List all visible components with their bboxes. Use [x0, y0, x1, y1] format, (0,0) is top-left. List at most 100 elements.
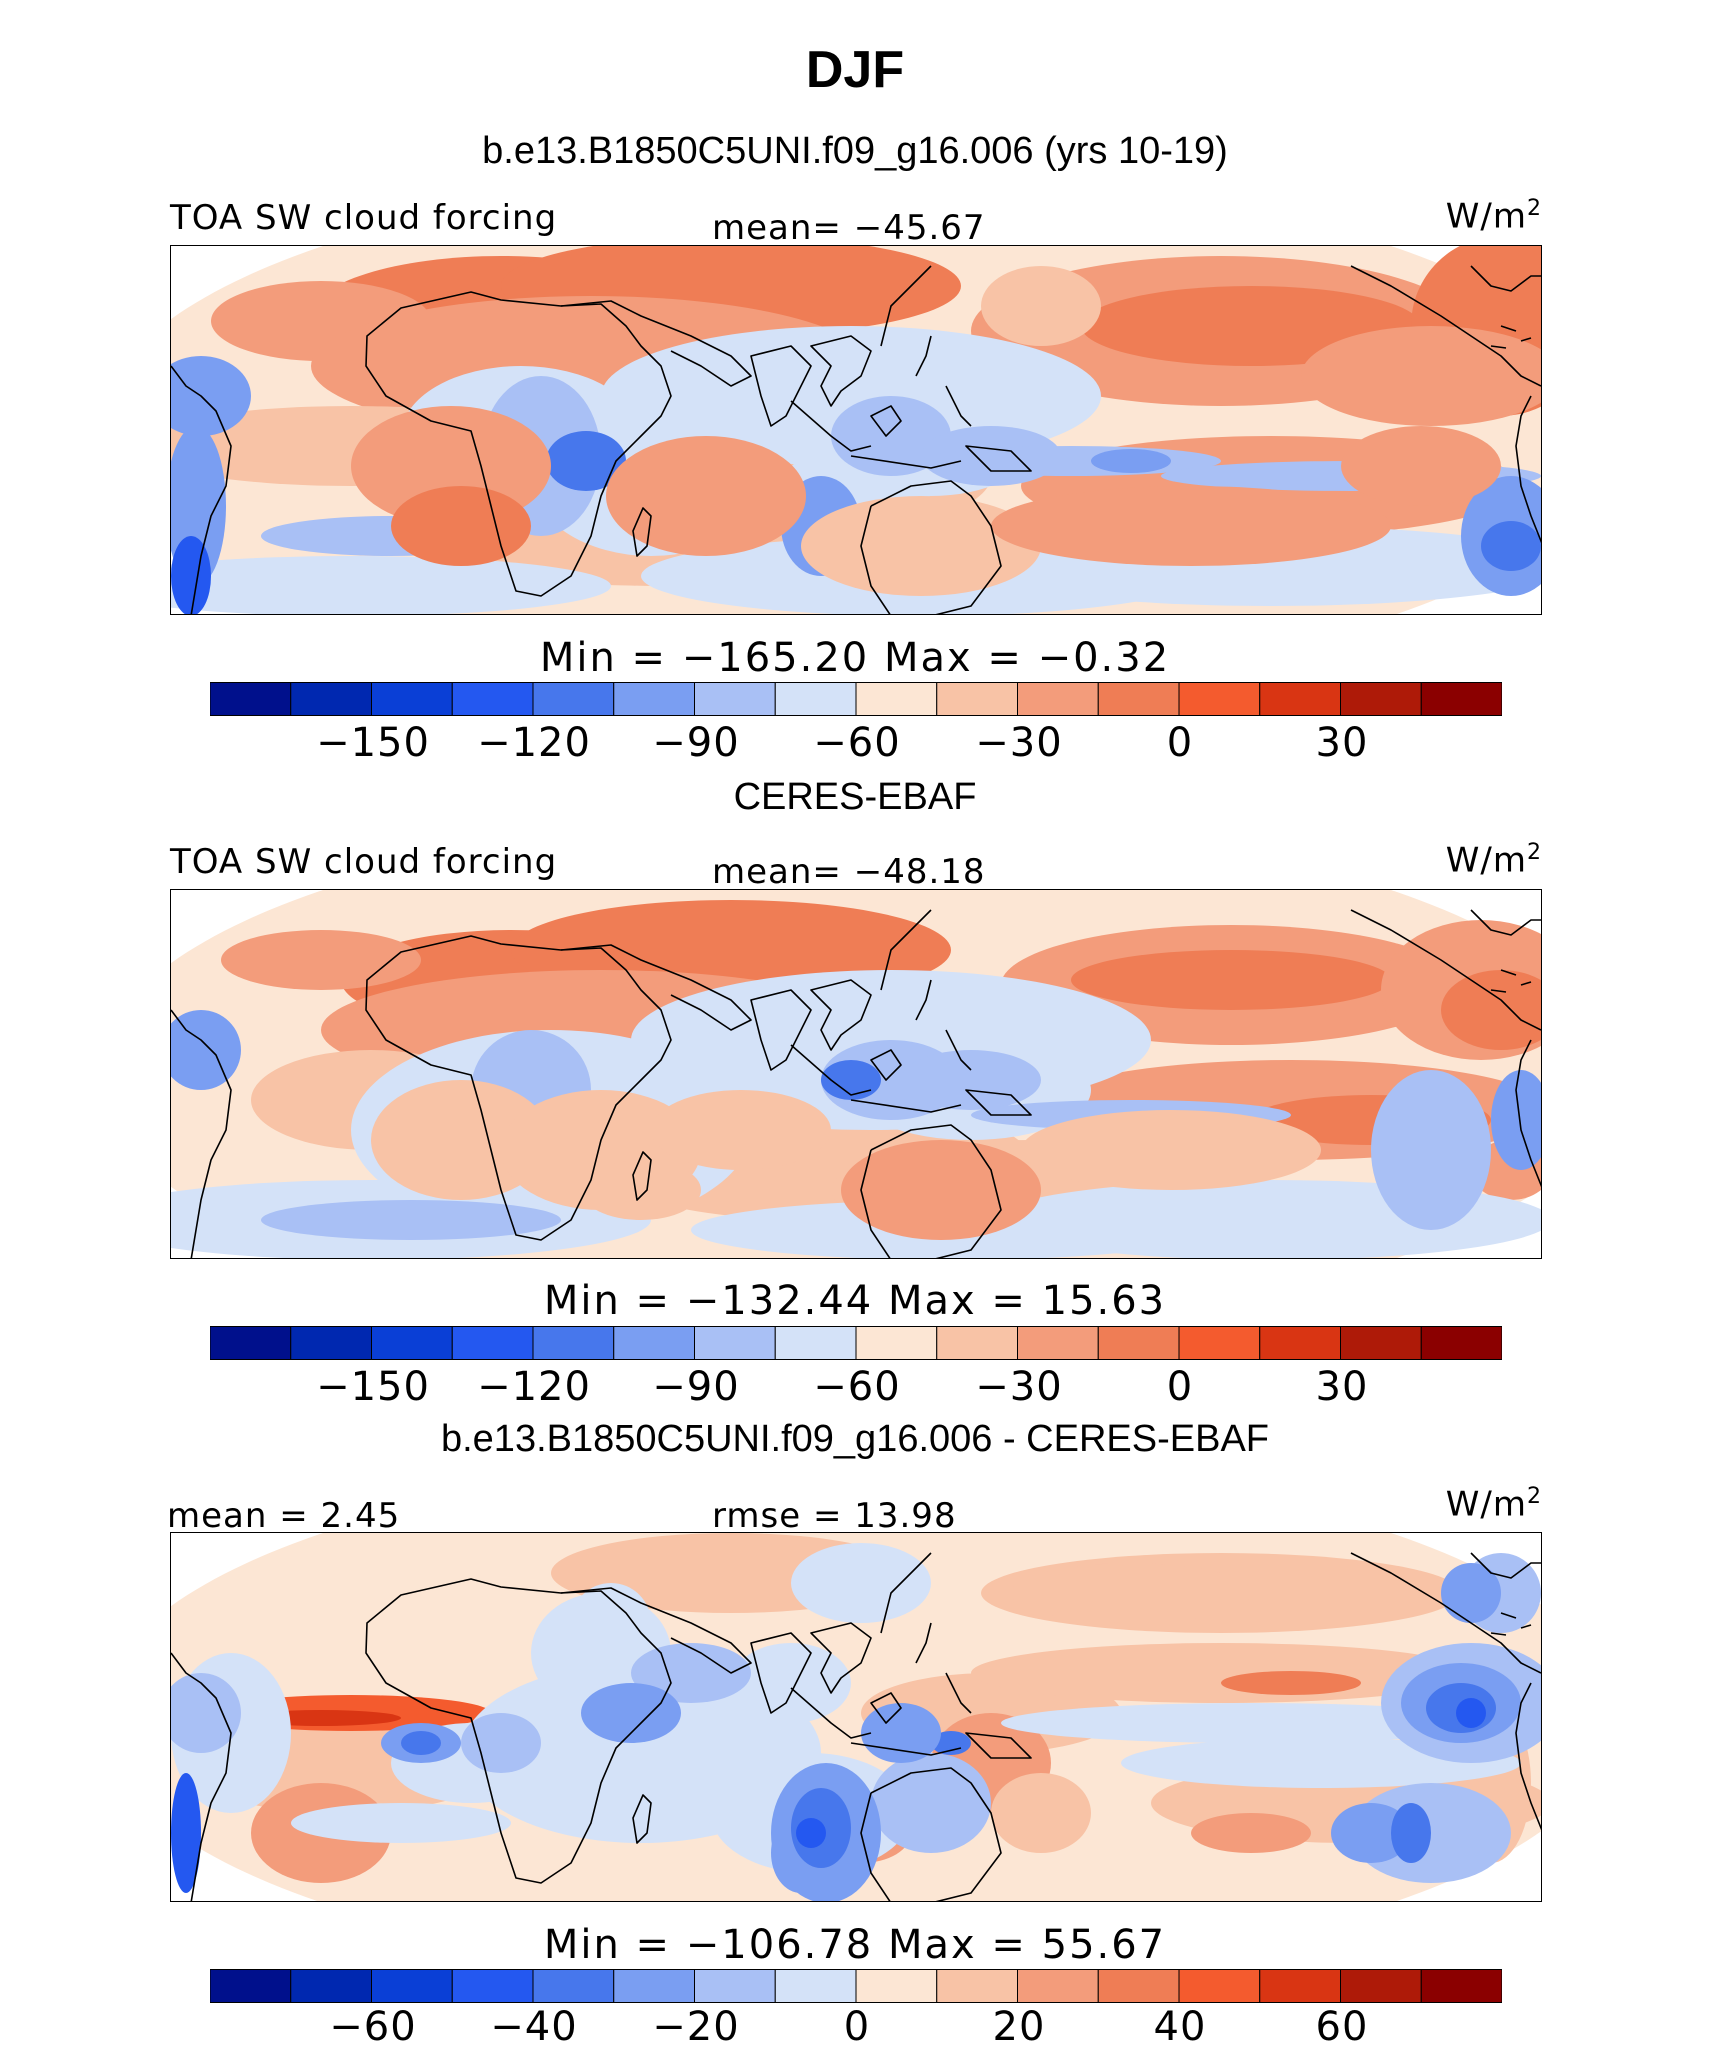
coastline — [560, 300, 752, 387]
colorbar-swatch — [613, 682, 695, 716]
coastline — [870, 1692, 902, 1724]
panel-1-map — [170, 245, 1542, 615]
panel-2-unit-label: W/m2 — [1445, 840, 1542, 881]
field-region — [1021, 1110, 1321, 1190]
coastline — [870, 405, 902, 437]
coastline — [790, 1044, 872, 1096]
panel-2-tick: −150 — [316, 1364, 430, 1410]
coastline — [1470, 909, 1541, 936]
field-region — [1481, 521, 1541, 571]
panel-3-tick: −20 — [652, 2004, 740, 2050]
coastline — [560, 944, 752, 1031]
panel-3-field — [171, 1533, 1541, 1901]
colorbar-swatch — [936, 682, 1018, 716]
panel-1-tick: −90 — [652, 720, 740, 766]
field-region — [171, 1773, 201, 1893]
coastline — [850, 1099, 962, 1113]
panel-3-coastlines — [171, 1552, 1541, 1901]
field-region — [651, 1090, 831, 1170]
coastline — [1490, 989, 1507, 993]
colorbar-swatch — [290, 1326, 372, 1360]
field-region — [391, 486, 531, 566]
panel-1-tick: −150 — [316, 720, 430, 766]
colorbar-swatch — [371, 682, 453, 716]
colorbar-swatch — [1097, 682, 1180, 716]
field-region — [1301, 326, 1541, 426]
field-region — [991, 1773, 1091, 1853]
field-region — [1071, 950, 1391, 1010]
colorbar-swatch — [532, 682, 615, 716]
panel-2-field — [171, 890, 1541, 1258]
colorbar-swatch — [1178, 1326, 1261, 1360]
field-region — [461, 1713, 541, 1773]
coastline — [870, 1049, 902, 1081]
panel-1-tick: 0 — [1166, 720, 1194, 766]
field-region — [171, 356, 251, 436]
colorbar-swatch — [774, 1969, 857, 2003]
field-region — [606, 436, 806, 556]
coastline — [850, 455, 962, 469]
colorbar-swatch — [1340, 1326, 1422, 1360]
coastline — [965, 1732, 1032, 1759]
coastline — [171, 1652, 232, 1901]
coastline — [915, 979, 932, 1021]
coastline — [1490, 1632, 1507, 1636]
field-region — [931, 1731, 971, 1755]
panel-1-tick: −120 — [477, 720, 591, 766]
coastline — [915, 1622, 932, 1664]
panel-1-field — [171, 246, 1541, 614]
field-region — [991, 486, 1391, 566]
panel-1-unit-label: W/m2 — [1445, 196, 1542, 237]
coastline — [965, 445, 1032, 472]
coastline — [965, 1089, 1032, 1116]
coastline — [870, 1767, 1002, 1901]
panel-3-rmse-label: rmse = 13.98 — [712, 1496, 957, 1536]
colorbar-swatch — [451, 1969, 534, 2003]
field-region — [981, 266, 1101, 346]
field-region — [401, 1731, 441, 1755]
panel-3-tick: 60 — [1315, 2004, 1369, 2050]
colorbar-swatch — [774, 1326, 857, 1360]
field-region — [901, 1050, 1041, 1110]
field-region — [791, 1543, 931, 1623]
coastline — [750, 989, 812, 1071]
panel-2-min-max: Min = −132.44 Max = 15.63 — [543, 1278, 1167, 1324]
coastline — [790, 1687, 872, 1739]
panel-1-coastlines — [171, 265, 1541, 614]
panel-3-map-svg — [171, 1533, 1541, 1901]
panel-2-coastlines — [171, 909, 1541, 1258]
panel-1-colorbar — [209, 682, 1503, 716]
coastline — [1350, 1552, 1541, 1674]
panel-3-unit-label: W/m2 — [1445, 1484, 1542, 1525]
panel-2-colorbar — [209, 1326, 1503, 1360]
panel-2-tick: −120 — [477, 1364, 591, 1410]
field-region — [631, 1643, 751, 1703]
colorbar-swatch — [1420, 1326, 1503, 1360]
field-region — [171, 1010, 241, 1090]
panel-1-variable-label: TOA SW cloud forcing — [170, 198, 558, 238]
colorbar-swatch — [855, 1326, 938, 1360]
colorbar-swatch — [936, 1326, 1018, 1360]
colorbar-swatch — [209, 1969, 292, 2003]
panel-2-tick: −90 — [652, 1364, 740, 1410]
panel-3-tick: −40 — [490, 2004, 578, 2050]
coastline — [870, 1124, 1002, 1258]
coastline — [860, 505, 891, 614]
colorbar-swatch — [1420, 682, 1503, 716]
field-region — [581, 1683, 681, 1743]
panel-3-mean-label: mean = 2.45 — [167, 1496, 401, 1536]
colorbar-swatch — [613, 1969, 695, 2003]
field-region — [1371, 1070, 1491, 1230]
panel-1-map-svg — [171, 246, 1541, 614]
panel-1-min-max: Min = −165.20 Max = −0.32 — [539, 635, 1171, 681]
field-region — [1441, 970, 1541, 1050]
colorbar-swatch — [694, 682, 776, 716]
coastline — [810, 335, 872, 407]
coastline — [850, 1742, 962, 1756]
field-region — [1221, 1671, 1361, 1695]
field-region — [1341, 426, 1501, 506]
coastline — [790, 400, 872, 452]
field-region — [371, 1080, 551, 1200]
panel-2-tick: −30 — [975, 1364, 1063, 1410]
coastline — [860, 1792, 891, 1901]
